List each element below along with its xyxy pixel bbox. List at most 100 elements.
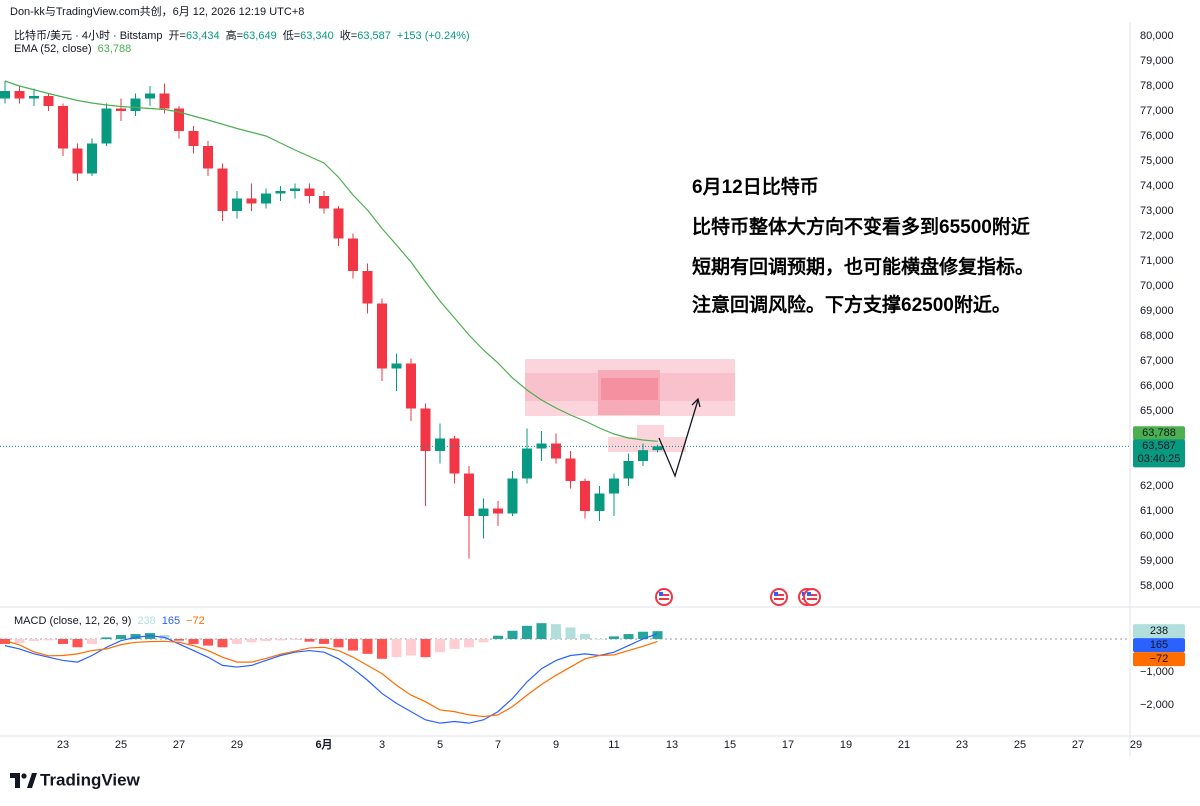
candle-body (551, 443, 561, 459)
candle-body (217, 168, 228, 211)
histogram-bar (174, 639, 184, 641)
candle-body (377, 303, 387, 369)
macd-value: 165 (162, 615, 180, 627)
y-tick-label: 65,000 (1140, 405, 1174, 417)
arrow-path (658, 399, 699, 478)
y-tick-label: 61,000 (1140, 505, 1174, 517)
resistance-zone-center (601, 378, 658, 400)
x-tick-label: 5 (437, 739, 443, 751)
y-tick-label: 73,000 (1140, 205, 1174, 217)
candle-body (565, 458, 576, 481)
countdown: 03:40:25 (1138, 453, 1181, 465)
x-tick-label: 9 (553, 739, 559, 751)
event-icon[interactable] (803, 588, 821, 606)
event-icon[interactable] (770, 588, 788, 606)
x-tick-label: 29 (231, 739, 243, 751)
histogram-bar (203, 639, 213, 646)
y-tick-label: 66,000 (1140, 380, 1174, 392)
small-zone (637, 425, 664, 439)
candle-body (478, 508, 489, 516)
annotation-line: 6月12日比特币 (692, 176, 819, 198)
histogram-bar (609, 636, 619, 640)
histogram-bar (188, 639, 199, 644)
candle-body (14, 91, 25, 99)
annotation: 6月12日比特币 比特币整体大方向不变看多到65500附近 短期有回调预期，也可… (692, 176, 1034, 316)
price-tag: 63,587 (1142, 440, 1176, 452)
x-tick-label: 25 (1014, 739, 1026, 751)
histogram-bar (652, 631, 663, 640)
x-tick-label: 19 (840, 739, 852, 751)
macd-tag-bg (1133, 638, 1185, 653)
candle-body (304, 188, 315, 196)
candle-body (638, 450, 648, 461)
y-tick-label: 68,000 (1140, 330, 1174, 342)
logo-part (27, 773, 37, 788)
y-tick-label: 62,000 (1140, 480, 1174, 492)
small-zone (608, 437, 686, 452)
y-tick-label: −2,000 (1140, 699, 1174, 711)
histogram-bar (319, 639, 329, 644)
histogram-bar (29, 639, 39, 641)
event-icons (655, 588, 821, 606)
candle-body (623, 461, 634, 479)
ohlc-key: 收= (340, 28, 357, 42)
y-tick-label: 60,000 (1140, 530, 1174, 542)
candle-body (348, 238, 358, 271)
candle-body (58, 106, 68, 149)
histogram-bar (362, 639, 373, 654)
y-tick-label: 58,000 (1140, 580, 1174, 592)
price-legend: 比特币/美元 · 4小时 · Bitstamp 开=63,434 高=63,649 低… (14, 28, 470, 42)
ema-value: 63,788 (98, 43, 132, 55)
candle-body (232, 198, 242, 211)
macd-value: −72 (186, 615, 205, 627)
histogram-bar (58, 639, 68, 644)
y-tick-label: 77,000 (1140, 105, 1174, 117)
macd-line (4, 640, 658, 718)
x-tick-label: 27 (173, 739, 185, 751)
arrow-head (691, 397, 701, 408)
macd-tag-bg (1133, 652, 1185, 667)
ohlc-value: 63,649 (243, 30, 277, 42)
annotation-line: 注意回调风险。下方支撑62500附近。 (692, 293, 1011, 316)
histogram-bar (116, 635, 126, 640)
candle-body (464, 473, 474, 516)
candle-body (536, 443, 547, 449)
candle-body (391, 363, 402, 369)
macd-tag: −72 (1150, 653, 1169, 665)
histogram-bar (536, 623, 547, 640)
histogram-bar (304, 639, 315, 642)
candle-body (580, 481, 590, 511)
y-tick-label: 67,000 (1140, 355, 1174, 367)
author-line: Don-kk与TradingView.com共创，6月 12, 2026 12:… (10, 5, 304, 18)
candle-body (101, 108, 112, 144)
ohlc-value: 63,434 (186, 30, 220, 42)
zones (525, 359, 735, 452)
histogram-bar (43, 639, 54, 641)
candle-body (188, 131, 199, 146)
histogram-bar (565, 627, 576, 640)
event-icon[interactable] (655, 588, 673, 606)
histogram-bar (594, 639, 605, 640)
candle-body (0, 91, 10, 99)
histogram-bar (87, 639, 97, 644)
brand: TradingView (40, 770, 141, 789)
macd-tag: 165 (1150, 639, 1168, 651)
ohlc-value: 63,340 (300, 30, 334, 42)
x-tick-label: 17 (782, 739, 794, 751)
candle-body (43, 96, 54, 106)
candle-body (203, 146, 213, 169)
candle-body (261, 193, 271, 204)
histogram-bar (377, 639, 387, 659)
histogram-bar (391, 639, 402, 658)
histogram-bar (507, 630, 518, 640)
histogram-bar (232, 639, 242, 644)
x-tick-label: 3 (379, 739, 385, 751)
candle-body (493, 508, 503, 514)
candle-body (72, 148, 83, 174)
histogram-bar (420, 639, 431, 658)
forecast-arrow (658, 397, 701, 478)
ohlc-key: 开= (169, 30, 186, 42)
ema-tag: 63,788 (1142, 427, 1176, 439)
candle-body (609, 478, 619, 494)
